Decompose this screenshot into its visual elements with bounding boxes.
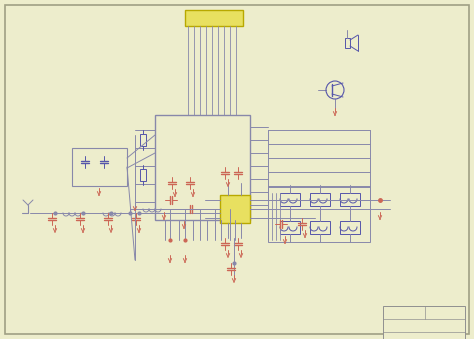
Bar — [220, 195, 250, 223]
Bar — [340, 193, 360, 206]
Bar — [340, 221, 360, 234]
Bar — [140, 169, 146, 181]
Bar — [140, 134, 146, 146]
Bar — [310, 221, 330, 234]
Bar — [72, 148, 127, 186]
Bar — [383, 306, 465, 339]
Bar — [280, 193, 300, 206]
Bar — [310, 193, 330, 206]
Bar — [268, 187, 370, 242]
Bar — [345, 38, 350, 48]
Bar — [155, 115, 250, 220]
Bar — [185, 10, 243, 26]
Bar — [280, 221, 300, 234]
